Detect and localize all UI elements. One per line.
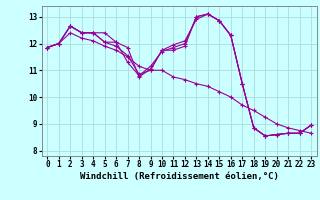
X-axis label: Windchill (Refroidissement éolien,°C): Windchill (Refroidissement éolien,°C) — [80, 172, 279, 181]
